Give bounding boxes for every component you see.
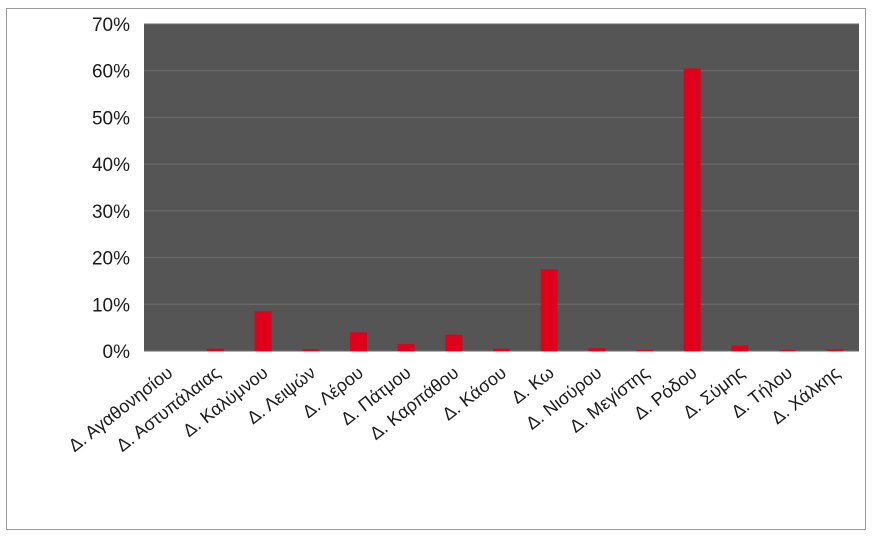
bar [731,345,748,351]
bar [684,68,701,351]
bar [207,349,224,351]
bar [588,348,605,351]
y-tick-label: 20% [92,249,130,270]
y-tick-label: 0% [103,342,131,363]
bar [779,350,796,351]
y-tick-label: 10% [92,295,130,316]
bar [541,269,558,351]
bar-chart: 0% 10% 20% 30% 40% 50% 60% 70% Δ. ΑγαθονησίουΔ.… [7,9,867,531]
bar [302,349,319,351]
bar [493,349,510,351]
y-tick-label: 40% [92,155,130,176]
bar [636,350,653,351]
y-tick-label: 60% [92,62,130,83]
y-tick-label: 70% [92,15,130,36]
y-tick-label: 50% [92,108,130,129]
bar [398,344,415,351]
y-axis-tick-labels: 0% 10% 20% 30% 40% 50% 60% 70% [92,15,130,363]
chart-frame: 0% 10% 20% 30% 40% 50% 60% 70% Δ. Αγαθονησίου Δ.… [6,8,866,530]
bar [827,350,844,351]
bar [445,335,462,351]
y-tick-label: 30% [92,202,130,223]
plot-area [144,24,859,351]
plot-background [144,24,859,351]
bar [255,311,272,351]
bar [350,332,367,351]
